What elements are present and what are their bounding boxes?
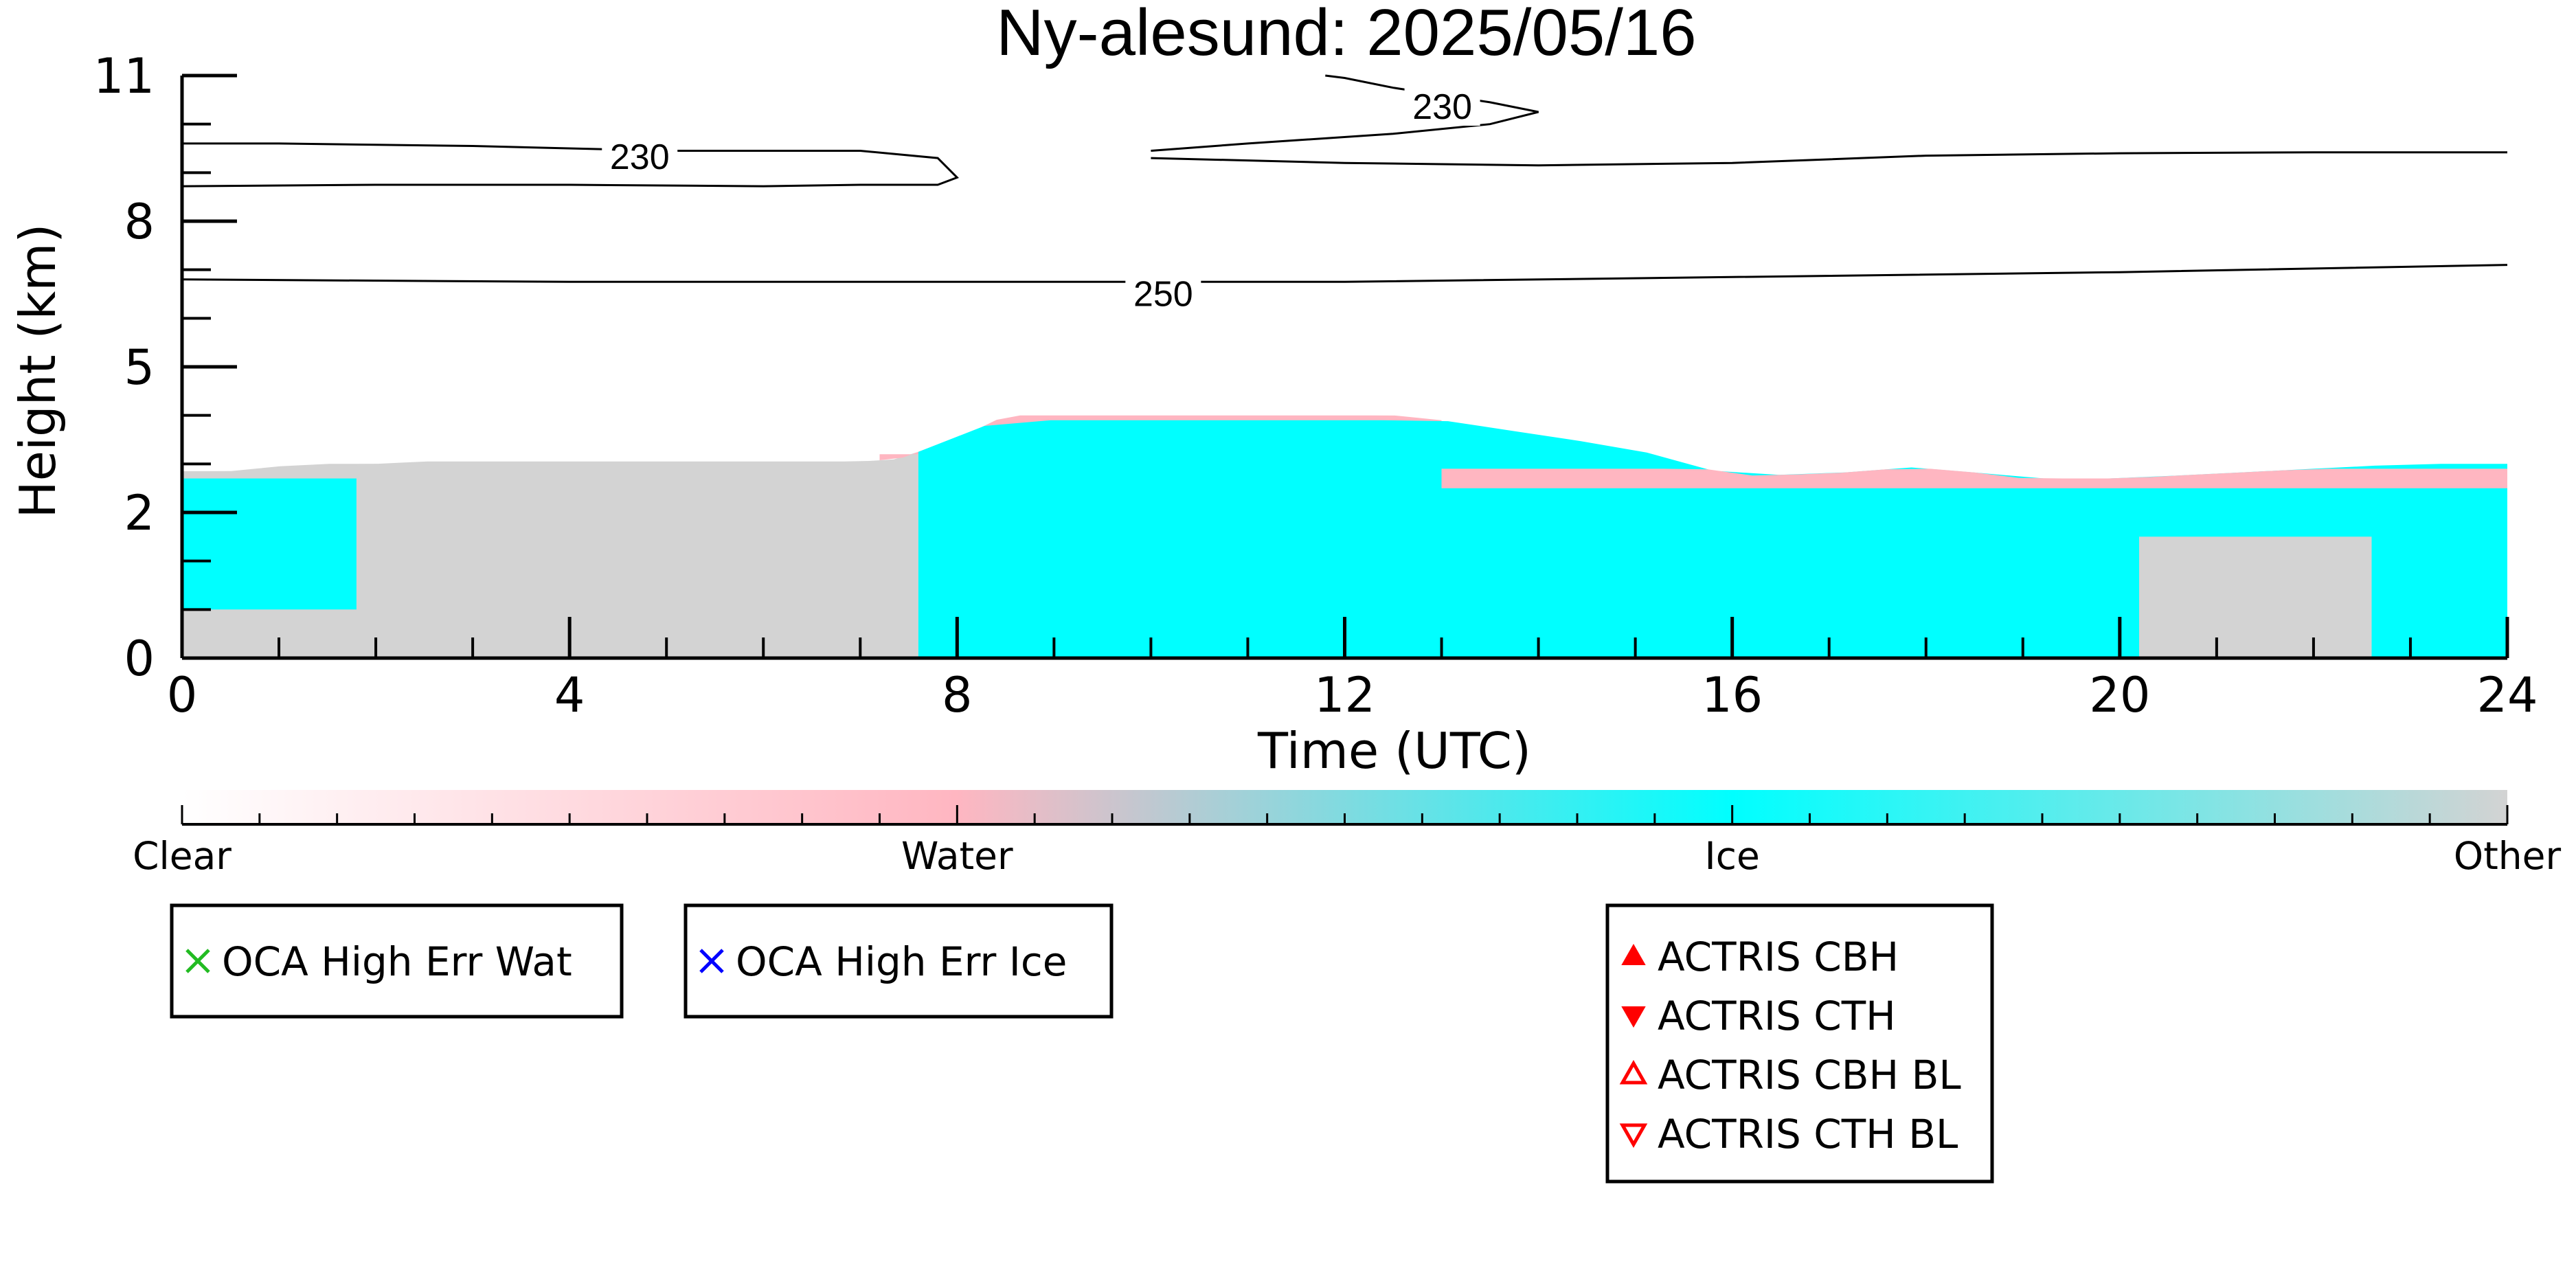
chart-title: Ny-alesund: 2025/05/16: [996, 0, 1696, 69]
legends: OCA High Err Wat OCA High Err Ice ACTRIS C…: [170, 903, 1994, 1184]
x-tick-label: 12: [1314, 667, 1375, 723]
colorbar-label-clear: Clear: [133, 834, 231, 878]
x-tick-label: 20: [2089, 667, 2150, 723]
legend-label: OCA High Err Wat: [222, 938, 572, 985]
legend-marker-actris-cth: [1621, 1006, 1646, 1028]
y-tick-label: 5: [124, 339, 155, 396]
legend-marker-oca-high-err-ice: [699, 949, 724, 973]
colorbar-label-ice: Ice: [1705, 834, 1760, 878]
x-axis-label: Time (UTC): [1257, 722, 1531, 780]
colorbar-label-other: Other: [2454, 834, 2562, 878]
legend-box-2: [1605, 903, 1994, 1184]
legend-label: ACTRIS CBH: [1658, 934, 1899, 980]
legend-marker-actris-cth-bl: [1619, 1123, 1648, 1149]
y-tick-label: 8: [124, 194, 155, 250]
colorbar-label-water: Water: [901, 834, 1013, 878]
contour-label-bg-0: [602, 138, 678, 177]
contour-label-230: 230: [610, 137, 670, 177]
contour-230-seg-1: [1151, 74, 1539, 152]
legend-box-1: [683, 903, 1114, 1019]
contour-230-seg-0: [181, 142, 960, 188]
contour-label-bg-2: [1125, 275, 1201, 313]
x-tick-label: 8: [942, 667, 973, 723]
y-tick-label: 2: [124, 485, 155, 541]
plot-area: 230 230 250 0 4 8 12 16 20 24 0 2 5 8 11: [93, 48, 2538, 723]
y-tick-label: 11: [93, 48, 155, 104]
legend-marker-oca-high-err-wat: [185, 949, 210, 973]
legend-label: ACTRIS CTH BL: [1658, 1111, 1958, 1157]
y-tick-label: 0: [124, 631, 155, 687]
region-water-4: [1441, 468, 2507, 488]
x-tick-label: 16: [1702, 667, 1763, 723]
legend-marker-actris-cbh: [1621, 943, 1646, 965]
colorbar: Clear Water Ice Other: [133, 790, 2561, 878]
x-tick-label: 0: [167, 667, 198, 723]
contour-label-230: 230: [1412, 87, 1472, 127]
region-other-5: [2139, 536, 2372, 658]
y-axis-label: Height (km): [9, 224, 67, 519]
legend-marker-actris-cbh-bl: [1619, 1059, 1648, 1085]
contour-label-bg-1: [1404, 88, 1480, 126]
x-tick-label: 24: [2476, 667, 2538, 723]
legend-label: OCA High Err Ice: [736, 938, 1067, 985]
x-tick-label: 4: [554, 667, 585, 723]
region-other-0: [182, 451, 918, 658]
legend-label: ACTRIS CBH BL: [1658, 1052, 1961, 1098]
contour-230-seg-2: [1151, 151, 2507, 167]
contour-250-seg-0: [181, 264, 2508, 283]
legend-box-0: [170, 903, 624, 1019]
contour-label-250: 250: [1133, 274, 1193, 314]
legend-label: ACTRIS CTH: [1658, 993, 1896, 1039]
region-ice-1: [182, 478, 357, 610]
